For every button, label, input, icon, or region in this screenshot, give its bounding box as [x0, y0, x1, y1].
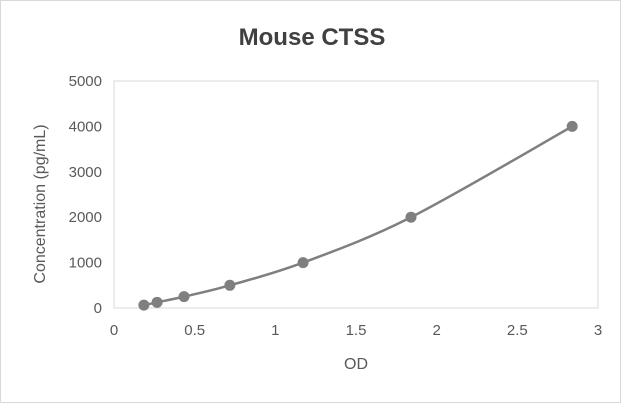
y-tick-label: 2000	[69, 209, 102, 226]
y-tick-label: 0	[94, 300, 102, 317]
trendline	[143, 125, 573, 307]
x-tick-label: 2.5	[507, 322, 528, 339]
x-tick-label: 0.5	[184, 322, 205, 339]
plot-area	[113, 80, 599, 309]
data-point	[297, 257, 309, 269]
chart-title: Mouse CTSS	[239, 24, 386, 51]
y-tick-label: 1000	[69, 255, 102, 272]
x-tick-label: 1.5	[346, 322, 367, 339]
x-tick-label: 3	[594, 322, 602, 339]
data-point	[405, 211, 417, 223]
data-point	[151, 296, 163, 308]
x-tick-label: 1	[271, 322, 279, 339]
data-point	[566, 120, 578, 132]
data-point	[178, 291, 190, 303]
x-tick-label: 0	[110, 322, 118, 339]
y-tick-label: 3000	[69, 164, 102, 181]
y-tick-label: 4000	[69, 118, 102, 135]
y-tick-label: 5000	[69, 73, 102, 90]
x-tick-label: 2	[432, 322, 440, 339]
data-point	[138, 299, 150, 311]
data-point	[224, 279, 236, 291]
y-axis-label: Concentration (pg/mL)	[32, 124, 49, 283]
x-axis-label: OD	[344, 356, 368, 373]
